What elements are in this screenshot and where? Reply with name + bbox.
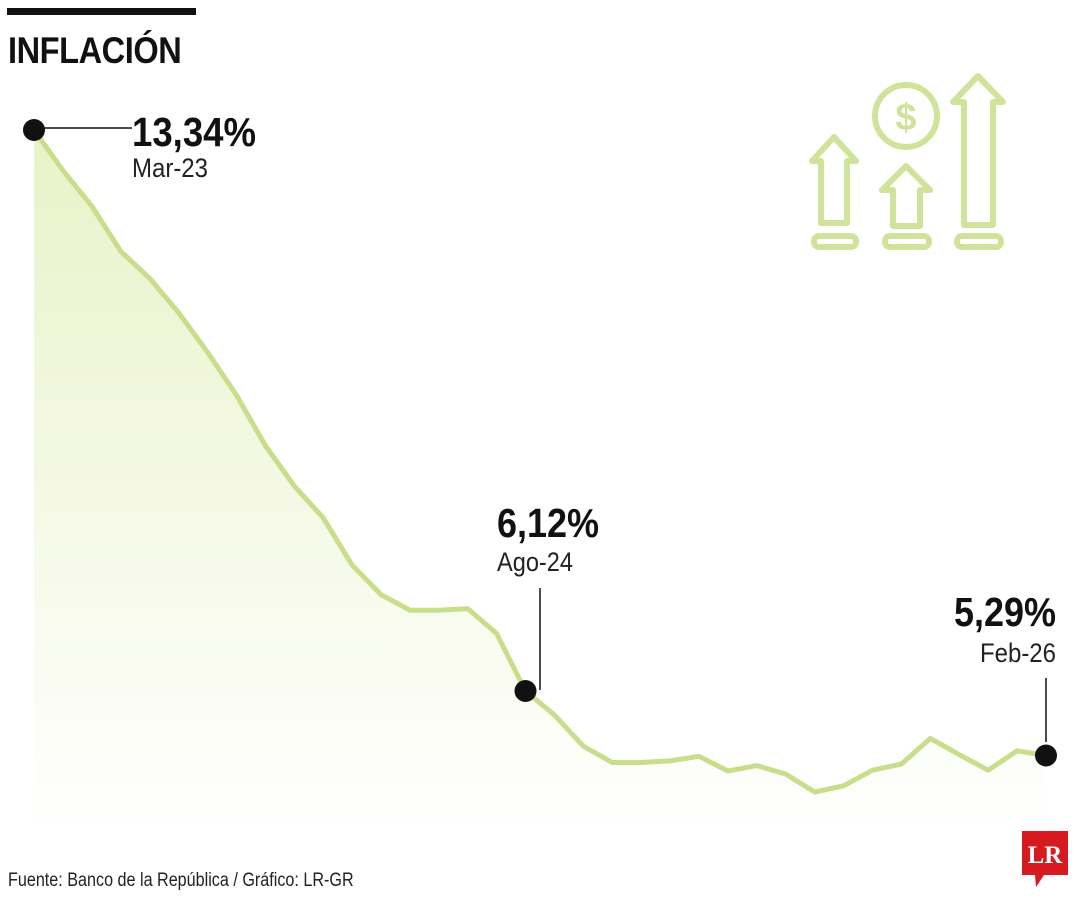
chart-title: INFLACIÓN (8, 30, 182, 71)
annotation-date: Ago-24 (497, 547, 573, 577)
data-point-marker (514, 680, 537, 702)
annotation-value: 6,12% (497, 500, 599, 546)
top-rule (7, 8, 196, 15)
data-point-marker (1035, 744, 1057, 767)
inflation-area (34, 130, 1046, 840)
svg-text:$: $ (895, 97, 916, 139)
source-footer: Fuente: Banco de la República / Gráfico:… (8, 870, 354, 891)
annotation-ago-24: 6,12%Ago-24 (497, 500, 599, 702)
finance-growth-arrows-dollar-icon: $ (809, 73, 1006, 250)
annotation-feb-26: 5,29%Feb-26 (954, 589, 1057, 767)
logo-text: LR (1028, 842, 1064, 869)
annotation-mar-23: 13,34%Mar-23 (23, 109, 256, 183)
line-layer (31, 127, 1049, 795)
inflation-line (31, 127, 1049, 795)
annotation-value: 13,34% (132, 109, 256, 155)
annotations-layer: 13,34%Mar-23 6,12%Ago-24 5,29%Feb-26 (23, 109, 1057, 767)
annotation-date: Mar-23 (132, 153, 208, 183)
annotation-value: 5,29% (954, 589, 1056, 635)
lr-logo: LR (1022, 831, 1068, 887)
area-layer (34, 130, 1046, 840)
data-point-marker (23, 119, 45, 141)
annotation-date: Feb-26 (980, 638, 1056, 668)
